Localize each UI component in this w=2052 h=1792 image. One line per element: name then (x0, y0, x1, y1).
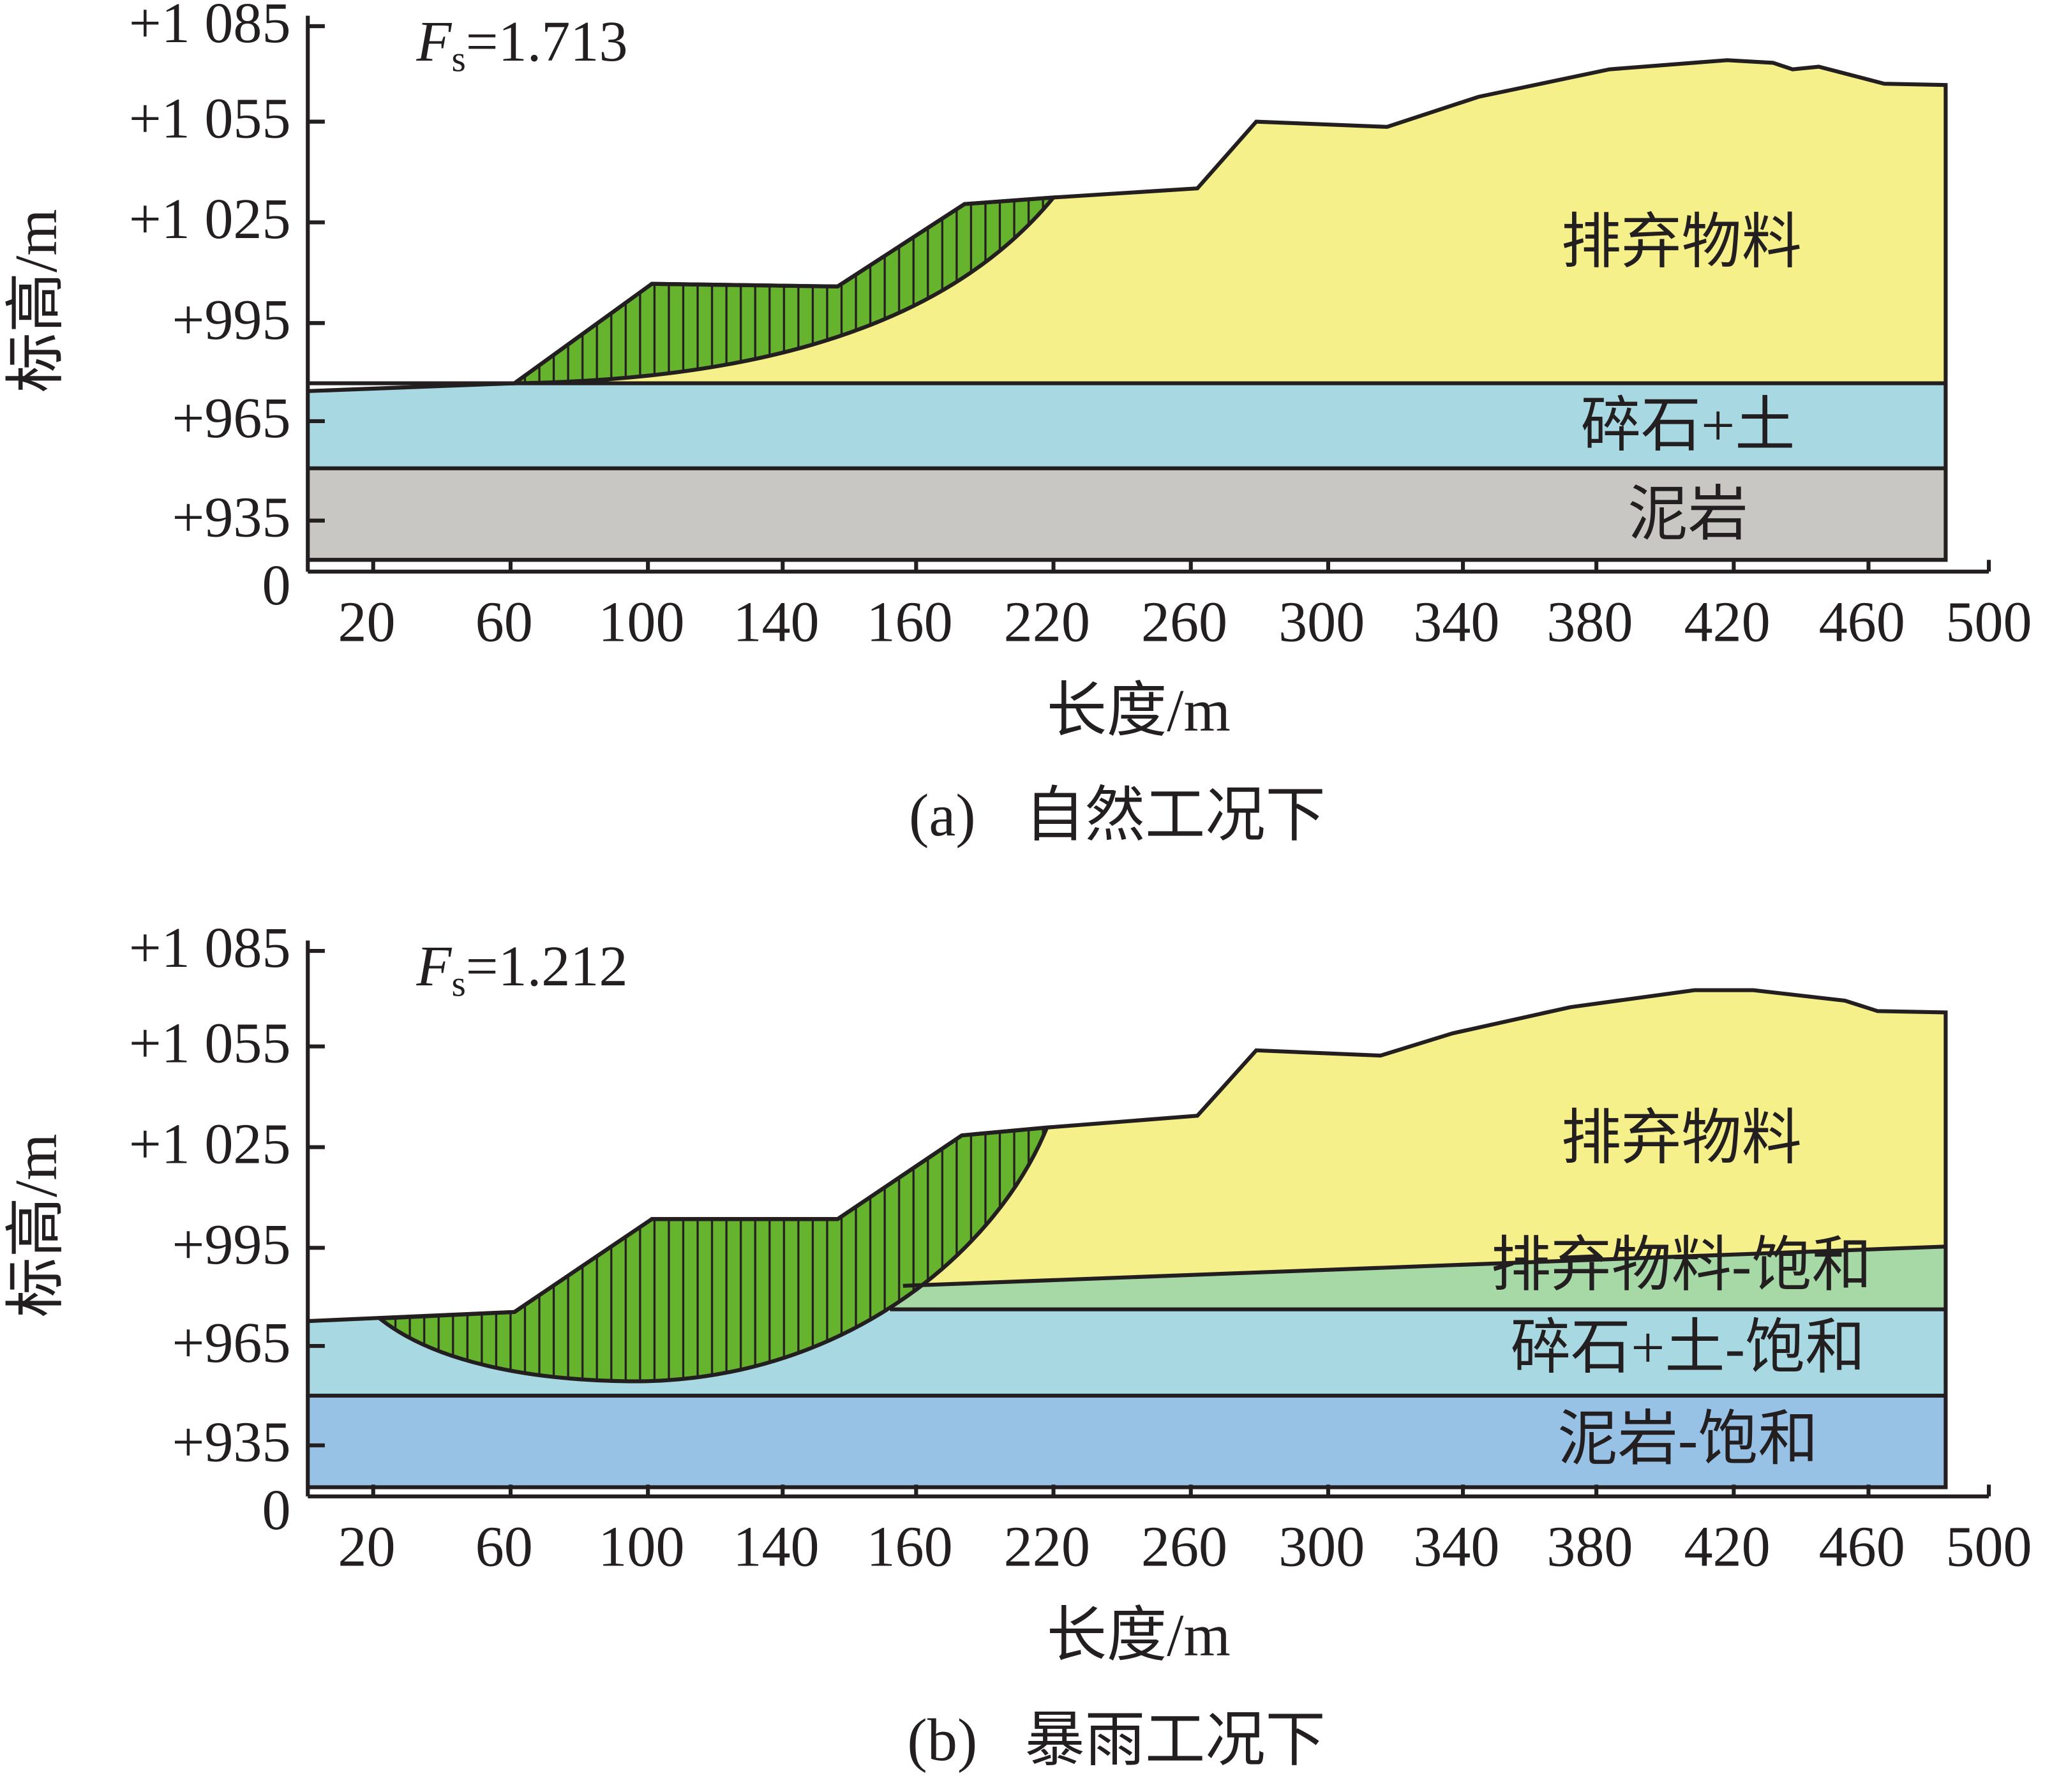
x-tick-label: 100 (598, 590, 684, 654)
layer-boundary (902, 1244, 1946, 1288)
fs-value: =1.713 (466, 9, 628, 73)
y-axis-label: 标高/m (3, 1133, 70, 1317)
x-tick-label: 420 (1684, 1515, 1770, 1579)
layer-label: 排弃物料-饱和 (1491, 1232, 1872, 1299)
x-tick-label: 300 (1278, 1515, 1365, 1579)
x-tick-label: 380 (1546, 1515, 1633, 1579)
x-tick-label: 220 (1004, 1515, 1090, 1579)
y-tick-label: +995 (172, 1213, 290, 1276)
y-tick-label: +995 (172, 288, 290, 352)
x-tick-label: 160 (866, 590, 952, 654)
x-tick-label: 460 (1819, 590, 1905, 654)
y-tick-label: +1 055 (129, 1012, 291, 1075)
x-tick-label: 340 (1413, 590, 1499, 654)
y-tick-label: 0 (262, 1478, 291, 1542)
fs-subscript: s (451, 964, 465, 1004)
layer-label: 排弃物料 (1561, 1105, 1802, 1172)
x-tick-label: 220 (1004, 590, 1090, 654)
layer-label: 排弃物料 (1561, 209, 1802, 276)
x-tick-label: 460 (1819, 1515, 1905, 1579)
x-tick-label: 340 (1413, 1515, 1499, 1579)
y-tick-label: +935 (172, 1410, 290, 1474)
caption: 暴雨工况下 (1024, 1707, 1325, 1773)
x-tick-label: 500 (1945, 590, 2032, 654)
x-tick-label: 60 (476, 590, 533, 654)
gravel-layer (308, 383, 1946, 468)
safety-factor: Fs=1.713 (416, 9, 627, 79)
panel-b-geometry (308, 988, 1948, 1490)
caption: 自然工况下 (1024, 782, 1325, 849)
profile-outline (308, 58, 1948, 562)
y-axis-label: 标高/m (3, 209, 70, 392)
x-tick-label: 380 (1546, 590, 1633, 654)
x-axis-label: 长度/m (1047, 1602, 1231, 1669)
y-tick-label: +1 085 (129, 0, 291, 55)
layer-label: 泥岩-饱和 (1557, 1406, 1818, 1472)
panel-a-geometry (308, 58, 1948, 562)
x-tick-label: 420 (1684, 590, 1770, 654)
y-tick-label: +1 025 (129, 1112, 291, 1176)
y-tick-label: 0 (262, 553, 291, 617)
layer-label: 碎石+土 (1581, 392, 1795, 459)
y-tick-label: +935 (172, 486, 290, 549)
sliding-body (508, 195, 1058, 385)
y-tick-label: +965 (172, 1311, 290, 1375)
layer-label: 泥岩 (1628, 481, 1748, 548)
x-tick-label: 20 (338, 590, 395, 654)
x-tick-label: 260 (1141, 590, 1227, 654)
fs-value: =1.212 (466, 934, 628, 998)
y-tick-label: +965 (172, 386, 290, 450)
x-tick-label: 60 (476, 1515, 533, 1579)
waste-sat-layer (890, 1246, 1946, 1310)
y-tick-label: +1 085 (129, 916, 291, 980)
safety-factor: Fs=1.212 (416, 934, 627, 1004)
x-tick-label: 160 (866, 1515, 952, 1579)
fs-subscript: s (451, 40, 465, 80)
x-tick-label: 300 (1278, 590, 1365, 654)
x-tick-label: 260 (1141, 1515, 1227, 1579)
x-tick-label: 20 (338, 1515, 395, 1579)
x-tick-label: 100 (598, 1515, 684, 1579)
caption-tag: (b) (907, 1707, 977, 1773)
layer-label: 碎石+土-饱和 (1511, 1315, 1866, 1381)
y-tick-label: +1 025 (129, 187, 291, 251)
x-tick-label: 140 (733, 590, 819, 654)
profile-outline (308, 988, 1948, 1490)
y-tick-label: +1 055 (129, 86, 291, 150)
mudstone-layer (308, 468, 1946, 560)
mudstone-sat-layer (308, 1395, 1946, 1488)
fs-symbol: F (416, 934, 452, 998)
x-axis-label: 长度/m (1047, 678, 1231, 744)
x-tick-label: 140 (733, 1515, 819, 1579)
fs-symbol: F (416, 9, 452, 73)
x-tick-label: 500 (1945, 1515, 2032, 1579)
caption-tag: (a) (909, 782, 976, 849)
